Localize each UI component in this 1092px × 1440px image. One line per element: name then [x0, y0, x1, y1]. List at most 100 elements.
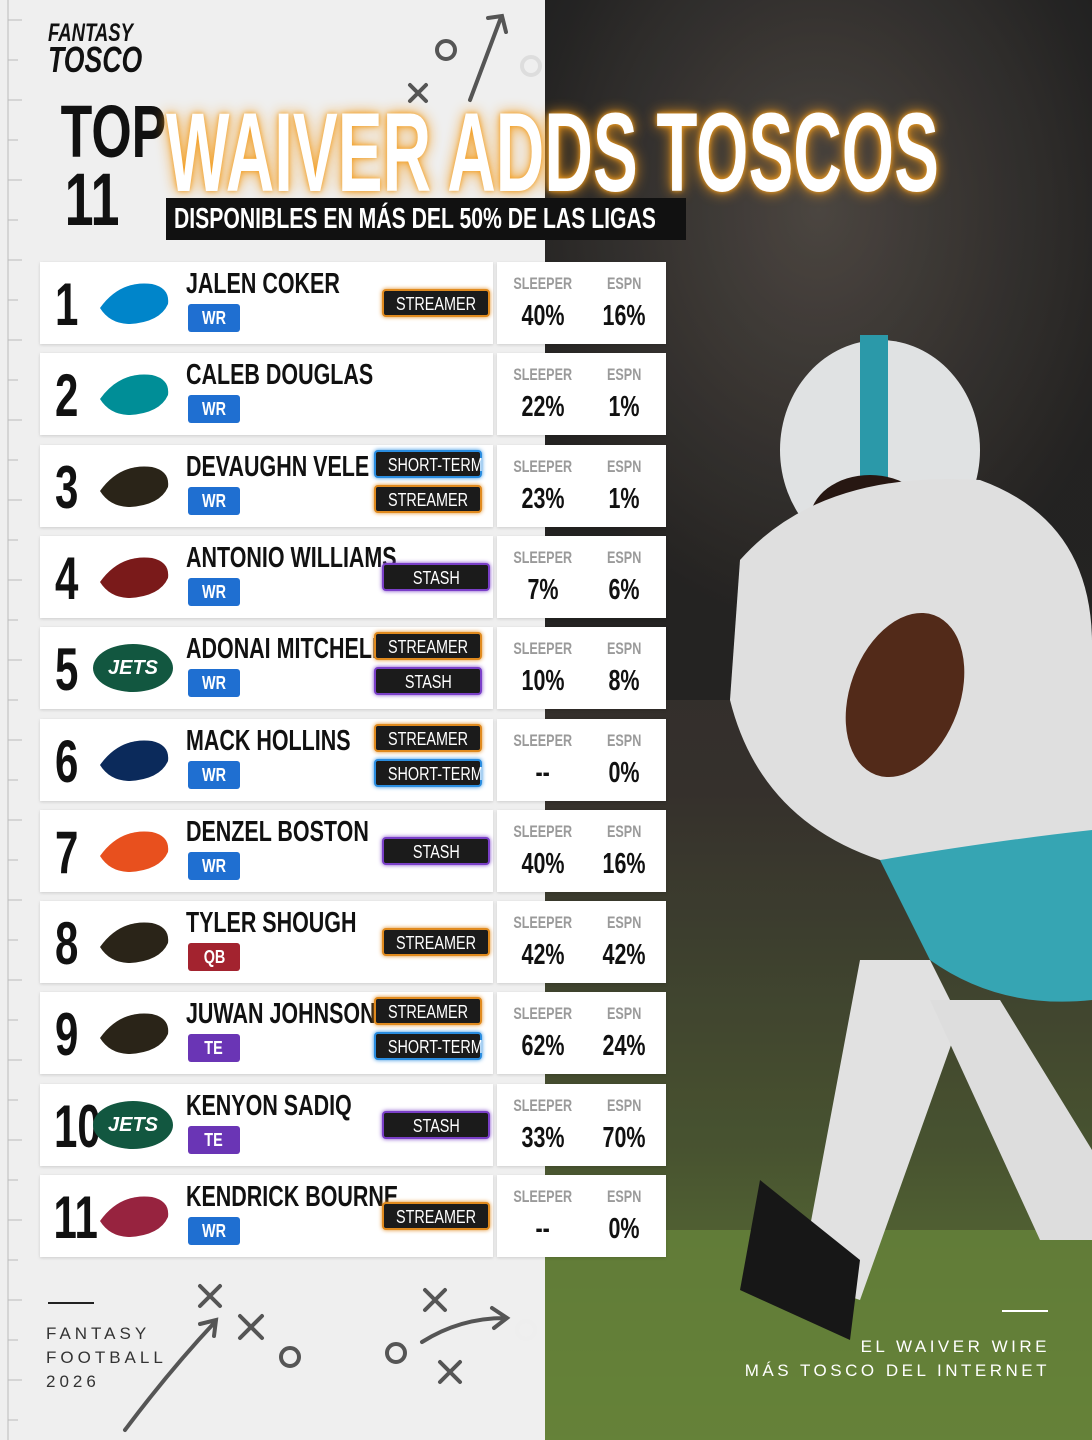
stat-label-text: SLEEPER	[513, 456, 573, 476]
tag: STREAMER	[374, 723, 482, 752]
stat-label-text: ESPN	[606, 547, 642, 567]
rank: 6	[44, 727, 90, 796]
position-text: WR	[202, 1221, 226, 1241]
stats: SLEEPER 62% ESPN 24%	[497, 992, 666, 1075]
stat-label-text: SLEEPER	[513, 365, 573, 385]
rank-number: 6	[55, 727, 79, 795]
rank-number: 7	[55, 818, 79, 886]
tag-text: SHORT-TERM	[387, 454, 483, 475]
stat-label-text: ESPN	[606, 1004, 642, 1024]
tag: STREAMER	[374, 997, 482, 1026]
brand: FANTASY TOSCO	[48, 21, 175, 78]
stats: SLEEPER 22% ESPN 1%	[497, 353, 666, 436]
player-name: DENZEL BOSTON	[186, 816, 433, 849]
stat-label: SLEEPER	[503, 1096, 583, 1116]
player-name: KENDRICK BOURNE	[186, 1181, 473, 1214]
stat-label: ESPN	[584, 1187, 664, 1207]
stats: SLEEPER 40% ESPN 16%	[497, 809, 666, 892]
tag-text: STREAMER	[395, 1207, 476, 1227]
stat-label: ESPN	[584, 457, 664, 477]
stat-value-text: 22%	[521, 391, 565, 424]
stat-value-text: 23%	[521, 482, 565, 515]
stat-value: 70%	[584, 1122, 664, 1155]
tag: STREAMER	[382, 928, 490, 957]
team-logo	[100, 740, 169, 781]
top-number: 11	[64, 158, 120, 241]
player-row: 10 JETS KENYON SADIQ TE STASH SLEEPER 33% ESPN 7…	[40, 1083, 666, 1166]
stat-label: ESPN	[584, 639, 664, 659]
logo-shape	[100, 1196, 169, 1237]
stat-label-text: ESPN	[606, 1095, 642, 1115]
position-badge: WR	[188, 851, 240, 880]
tag: STASH	[382, 1110, 490, 1139]
stats: SLEEPER 42% ESPN 42%	[497, 901, 666, 984]
stats: SLEEPER 10% ESPN 8%	[497, 627, 666, 710]
rank: 8	[44, 909, 90, 978]
stat-label-text: ESPN	[606, 1187, 642, 1206]
logo-text: JETS	[108, 1114, 159, 1136]
tag-text: STREAMER	[395, 933, 476, 954]
stat-label-text: ESPN	[606, 821, 642, 841]
footer-line: FOOTBALL	[46, 1348, 167, 1367]
player-name: TYLER SHOUGH	[186, 907, 416, 940]
stat-value: 7%	[503, 574, 583, 607]
tag-text: STREAMER	[395, 294, 476, 314]
stat-value-text: 40%	[521, 300, 565, 332]
rank-number: 5	[55, 636, 79, 704]
rank: 1	[44, 270, 90, 339]
stat-value-text: 33%	[521, 1121, 565, 1154]
stat-value: 42%	[584, 939, 664, 972]
tag-text: STREAMER	[387, 728, 468, 749]
tag: STASH	[374, 667, 482, 696]
stat-value: 40%	[503, 848, 583, 881]
player-row: 11 KENDRICK BOURNE WR STREAMER SLEEPER -- ESPN…	[40, 1175, 666, 1257]
stat-value-text: 6%	[608, 573, 640, 606]
position-text: WR	[202, 673, 226, 694]
rank: 4	[44, 544, 90, 613]
stat-value: 22%	[503, 391, 583, 424]
player-name: MACK HOLLINS	[186, 725, 408, 758]
player-name: DEVAUGHN VELE	[186, 451, 434, 484]
player-name: ANTONIO WILLIAMS	[186, 542, 471, 575]
tag-text: STASH	[412, 567, 460, 588]
stat-label-text: SLEEPER	[513, 1004, 573, 1024]
position-badge: WR	[188, 577, 240, 606]
stat-value-text: 8%	[608, 665, 640, 698]
stat-label-text: ESPN	[606, 730, 642, 750]
tag: SHORT-TERM	[374, 758, 483, 787]
stat-value: 6%	[584, 574, 664, 607]
stat-value: 8%	[584, 665, 664, 698]
rank: 10	[44, 1092, 101, 1161]
stat-label: SLEEPER	[503, 274, 583, 294]
stat-value: 1%	[584, 483, 664, 516]
position-badge: QB	[188, 943, 240, 972]
logo-text: JETS	[108, 657, 159, 679]
rank-number: 9	[55, 1001, 79, 1069]
position-text: WR	[202, 581, 226, 602]
stat-label: SLEEPER	[503, 457, 583, 477]
stats: SLEEPER 40% ESPN 16%	[497, 262, 666, 344]
top-count: TOP 11	[38, 95, 167, 241]
stat-value-text: 42%	[602, 939, 646, 972]
stat-value-text: 0%	[608, 756, 640, 789]
stat-value-text: 16%	[602, 847, 646, 880]
footer-line: EL WAIVER WIRE	[860, 1337, 1050, 1356]
stat-value: 16%	[584, 848, 664, 881]
stat-label-text: ESPN	[606, 274, 642, 293]
player-name-text: CALEB DOUGLAS	[186, 359, 374, 392]
player-name-text: DEVAUGHN VELE	[186, 450, 370, 483]
position-text: WR	[202, 855, 226, 876]
stat-label-text: ESPN	[606, 456, 642, 476]
stat-label: SLEEPER	[503, 548, 583, 568]
rank: 7	[44, 818, 90, 887]
team-logo: JETS	[93, 644, 173, 693]
player-name-text: DENZEL BOSTON	[186, 815, 369, 848]
rank: 9	[44, 1000, 90, 1069]
rank-number: 10	[54, 1092, 101, 1160]
stat-label-text: SLEEPER	[513, 1187, 573, 1206]
stats: SLEEPER 7% ESPN 6%	[497, 535, 666, 618]
player-name: JUWAN JOHNSON	[186, 998, 442, 1031]
stat-value-text: 42%	[521, 939, 565, 972]
stat-label: ESPN	[584, 365, 664, 385]
player-name: KENYON SADIQ	[186, 1090, 410, 1123]
